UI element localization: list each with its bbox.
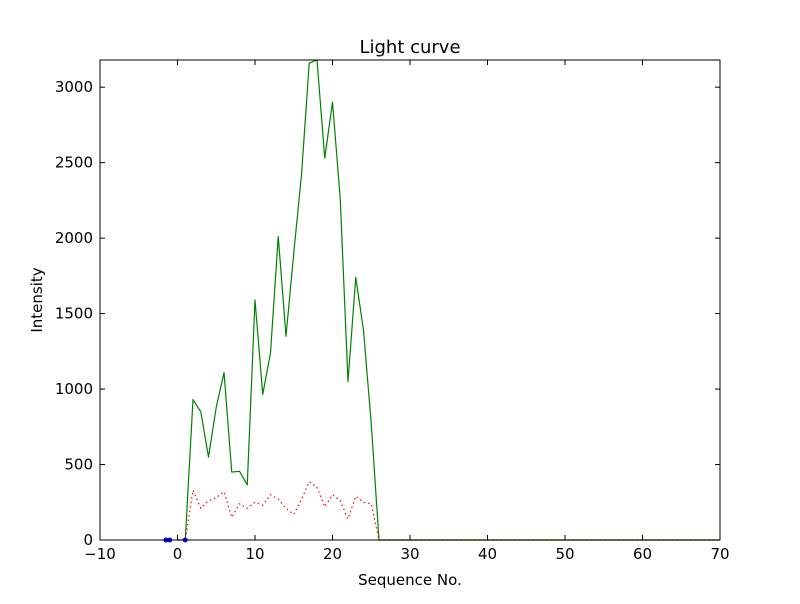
y-tick-label: 3000 [55, 78, 93, 96]
x-tick-label: 10 [245, 545, 264, 563]
y-tick-label: 1000 [55, 380, 93, 398]
x-tick-label: 0 [173, 545, 183, 563]
x-tick-label: 50 [555, 545, 574, 563]
x-tick-label: −10 [84, 545, 116, 563]
plot-background [100, 60, 720, 540]
x-tick-label: 40 [478, 545, 497, 563]
tick-layer: −10 0 10 20 30 40 50 60 700500100015002000250030… [55, 60, 730, 563]
y-axis-label: Intensity [28, 267, 46, 332]
y-tick-label: 2000 [55, 229, 93, 247]
x-tick-label: 60 [633, 545, 652, 563]
y-tick-label: 500 [64, 456, 93, 474]
x-axis-label: Sequence No. [358, 571, 462, 589]
x-tick-label: 70 [710, 545, 729, 563]
series-1-line [177, 481, 720, 541]
chart-title: Light curve [359, 37, 460, 58]
y-tick-label: 2500 [55, 154, 93, 172]
y-tick-label: 1500 [55, 305, 93, 323]
x-tick-label: 20 [323, 545, 342, 563]
x-tick-label: 30 [400, 545, 419, 563]
y-tick-label: 0 [83, 531, 93, 549]
